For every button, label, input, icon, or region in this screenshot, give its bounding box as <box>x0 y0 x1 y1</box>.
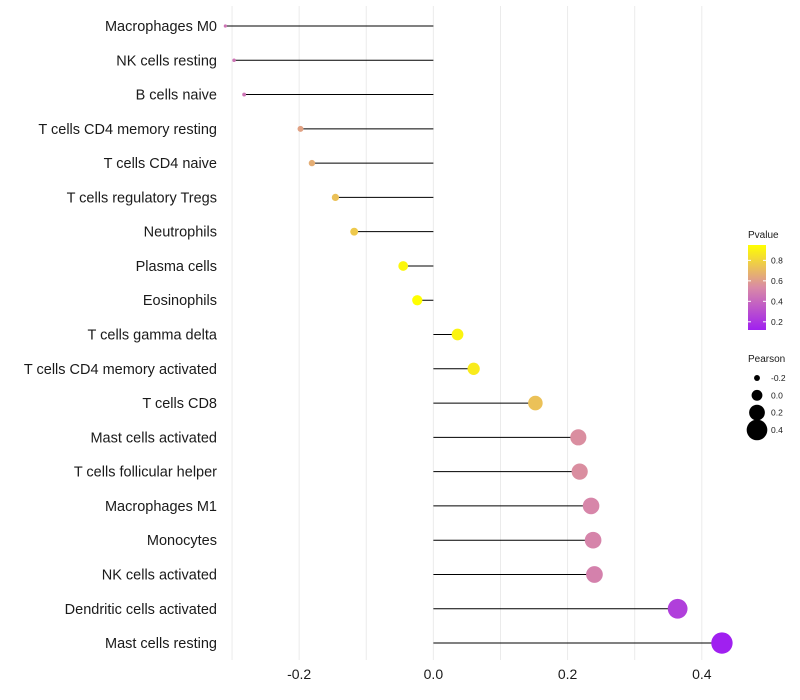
x-tick-label: -0.2 <box>287 666 311 682</box>
lollipop-point <box>297 125 304 132</box>
size-legend-label: 0.0 <box>771 390 783 400</box>
category-label: Dendritic cells activated <box>65 602 217 618</box>
lollipop-point <box>570 429 587 446</box>
size-legend-point <box>749 404 765 421</box>
category-label: NK cells activated <box>102 567 217 583</box>
stem-layer <box>225 25 722 644</box>
color-legend-label: 0.8 <box>771 255 783 265</box>
size-legend-point <box>751 389 763 401</box>
lollipop-point <box>331 193 340 202</box>
size-legend-label: 0.2 <box>771 408 783 418</box>
point-layer <box>223 24 733 654</box>
grid-layer <box>231 6 703 660</box>
category-label: T cells gamma delta <box>88 328 218 344</box>
lollipop-point <box>667 598 688 619</box>
x-tick-label: 0.4 <box>692 666 712 682</box>
lollipop-point <box>584 531 602 549</box>
category-label: Neutrophils <box>144 225 217 241</box>
lollipop-point <box>451 328 464 341</box>
category-label: Plasma cells <box>136 259 217 275</box>
size-legend-label: -0.2 <box>771 373 786 383</box>
category-label: Eosinophils <box>143 293 217 309</box>
lollipop-point <box>582 497 600 515</box>
lollipop-point <box>308 159 316 167</box>
lollipop-point <box>232 58 236 63</box>
lollipop-point <box>350 227 359 236</box>
color-legend-bar <box>748 245 766 330</box>
category-label: Macrophages M0 <box>105 19 217 35</box>
category-label: T cells CD4 naive <box>104 156 217 172</box>
lollipop-point <box>467 362 480 375</box>
size-legend-label: 0.4 <box>771 425 783 435</box>
category-label: Mast cells resting <box>105 636 217 652</box>
category-label: T cells CD4 memory activated <box>24 362 217 378</box>
lollipop-point <box>528 395 543 411</box>
category-label: NK cells resting <box>116 53 217 69</box>
lollipop-point <box>412 295 423 306</box>
color-legend-label: 0.4 <box>771 296 783 306</box>
color-legend-title: Pvalue <box>748 230 779 241</box>
category-label: T cells regulatory Tregs <box>67 190 217 206</box>
x-tick-label: 0.2 <box>558 666 578 682</box>
category-label: Mast cells activated <box>90 430 217 446</box>
lollipop-point <box>398 261 409 271</box>
lollipop-point <box>571 463 588 480</box>
color-legend-label: 0.2 <box>771 317 783 327</box>
category-label: B cells naive <box>136 88 217 104</box>
category-label: T cells CD8 <box>142 396 217 412</box>
lollipop-point <box>586 566 603 583</box>
color-legend-label: 0.6 <box>771 276 783 286</box>
lollipop-point <box>223 24 227 28</box>
category-label: T cells CD4 memory resting <box>38 122 217 138</box>
size-legend-point <box>754 375 760 381</box>
size-legend-title: Pearson <box>748 354 785 365</box>
x-tick-label: 0.0 <box>424 666 444 682</box>
category-label: Macrophages M1 <box>105 499 217 515</box>
category-label: T cells follicular helper <box>74 465 217 481</box>
x-axis-tick-labels: -0.2 0.0 0.2 0.4 <box>287 666 712 682</box>
legend: Pvalue 0.2 0.4 0.6 0.8 Pearson -0.2 0.0 0.2 0.4 <box>746 230 786 441</box>
category-label: Monocytes <box>147 533 217 549</box>
size-legend-point <box>746 419 768 441</box>
lollipop-point <box>711 632 733 654</box>
category-labels: Macrophages M0 NK cells resting B cells na… <box>24 19 218 652</box>
lollipop-point <box>242 92 247 97</box>
